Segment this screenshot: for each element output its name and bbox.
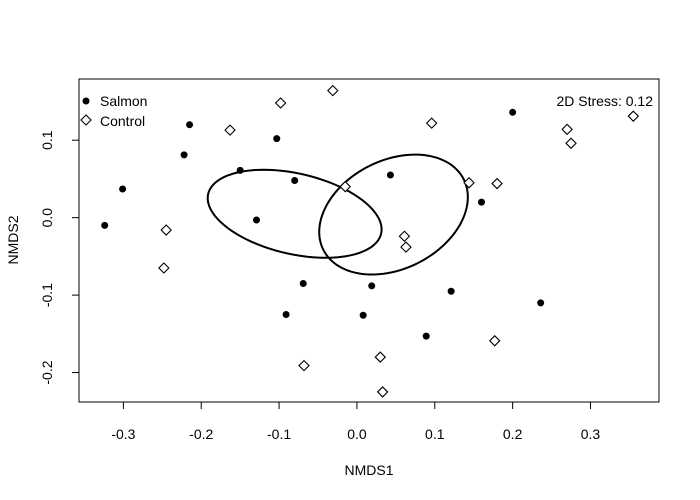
y-tick-label: 0.1 <box>39 130 55 150</box>
salmon-point <box>186 121 194 129</box>
stress-annotation: 2D Stress: 0.12 <box>557 93 654 109</box>
y-tick-label: -0.1 <box>39 283 55 307</box>
control-point <box>160 224 172 236</box>
salmon-point <box>477 198 485 206</box>
salmon-point <box>253 216 261 224</box>
control-point <box>339 180 352 193</box>
x-tick-label: 0.1 <box>425 426 445 442</box>
control-point <box>565 137 577 150</box>
points <box>101 84 640 398</box>
salmon-point <box>447 287 455 295</box>
ellipses <box>206 153 469 276</box>
legend: Salmon Control <box>80 93 147 129</box>
y-tick-label: -0.2 <box>39 360 55 384</box>
salmon-point <box>509 108 517 116</box>
control-point <box>398 230 411 243</box>
control-point <box>488 335 501 347</box>
control-point <box>327 84 339 97</box>
salmon-point <box>236 166 244 174</box>
control-point <box>400 241 412 253</box>
legend-marker-salmon <box>82 97 90 105</box>
legend-label-control: Control <box>100 113 145 129</box>
salmon-point <box>282 310 290 318</box>
legend-label-salmon: Salmon <box>100 93 147 109</box>
salmon-point <box>386 171 394 179</box>
x-tick-label: 0.0 <box>347 426 367 442</box>
x-tick-label: -0.2 <box>189 426 213 442</box>
control-point <box>274 97 287 109</box>
x-tick-label: 0.2 <box>503 426 523 442</box>
salmon-point <box>422 332 430 340</box>
control-point <box>374 351 387 363</box>
salmon-point <box>537 299 545 307</box>
x-axis: -0.3 -0.2 -0.1 0.0 0.1 0.2 0.3 <box>111 402 600 442</box>
y-axis: -0.2 -0.1 0.0 0.1 <box>39 130 79 385</box>
salmon-point <box>119 185 127 193</box>
salmon-point <box>180 151 188 159</box>
salmon-point <box>299 279 307 287</box>
control-point <box>376 386 389 398</box>
control-point <box>491 177 503 190</box>
y-tick-label: 0.0 <box>39 208 55 228</box>
plot-frame <box>78 78 660 403</box>
control-point <box>298 359 310 372</box>
control-point <box>425 117 438 129</box>
control-point <box>158 262 170 274</box>
y-axis-label: NMDS2 <box>5 215 21 264</box>
salmon-point <box>101 221 109 229</box>
x-tick-label: 0.3 <box>581 426 601 442</box>
x-axis-label: NMDS1 <box>344 462 393 478</box>
control-point <box>561 123 573 136</box>
salmon-point <box>368 282 376 290</box>
x-tick-label: -0.1 <box>267 426 291 442</box>
control-point <box>627 110 640 122</box>
salmon-point <box>273 135 281 143</box>
salmon-point <box>359 311 367 319</box>
control-point <box>463 177 475 189</box>
legend-marker-control <box>80 114 92 126</box>
salmon-point <box>291 176 299 184</box>
ellipse-control <box>318 153 469 276</box>
control-point <box>224 124 236 136</box>
x-tick-label: -0.3 <box>111 426 135 442</box>
